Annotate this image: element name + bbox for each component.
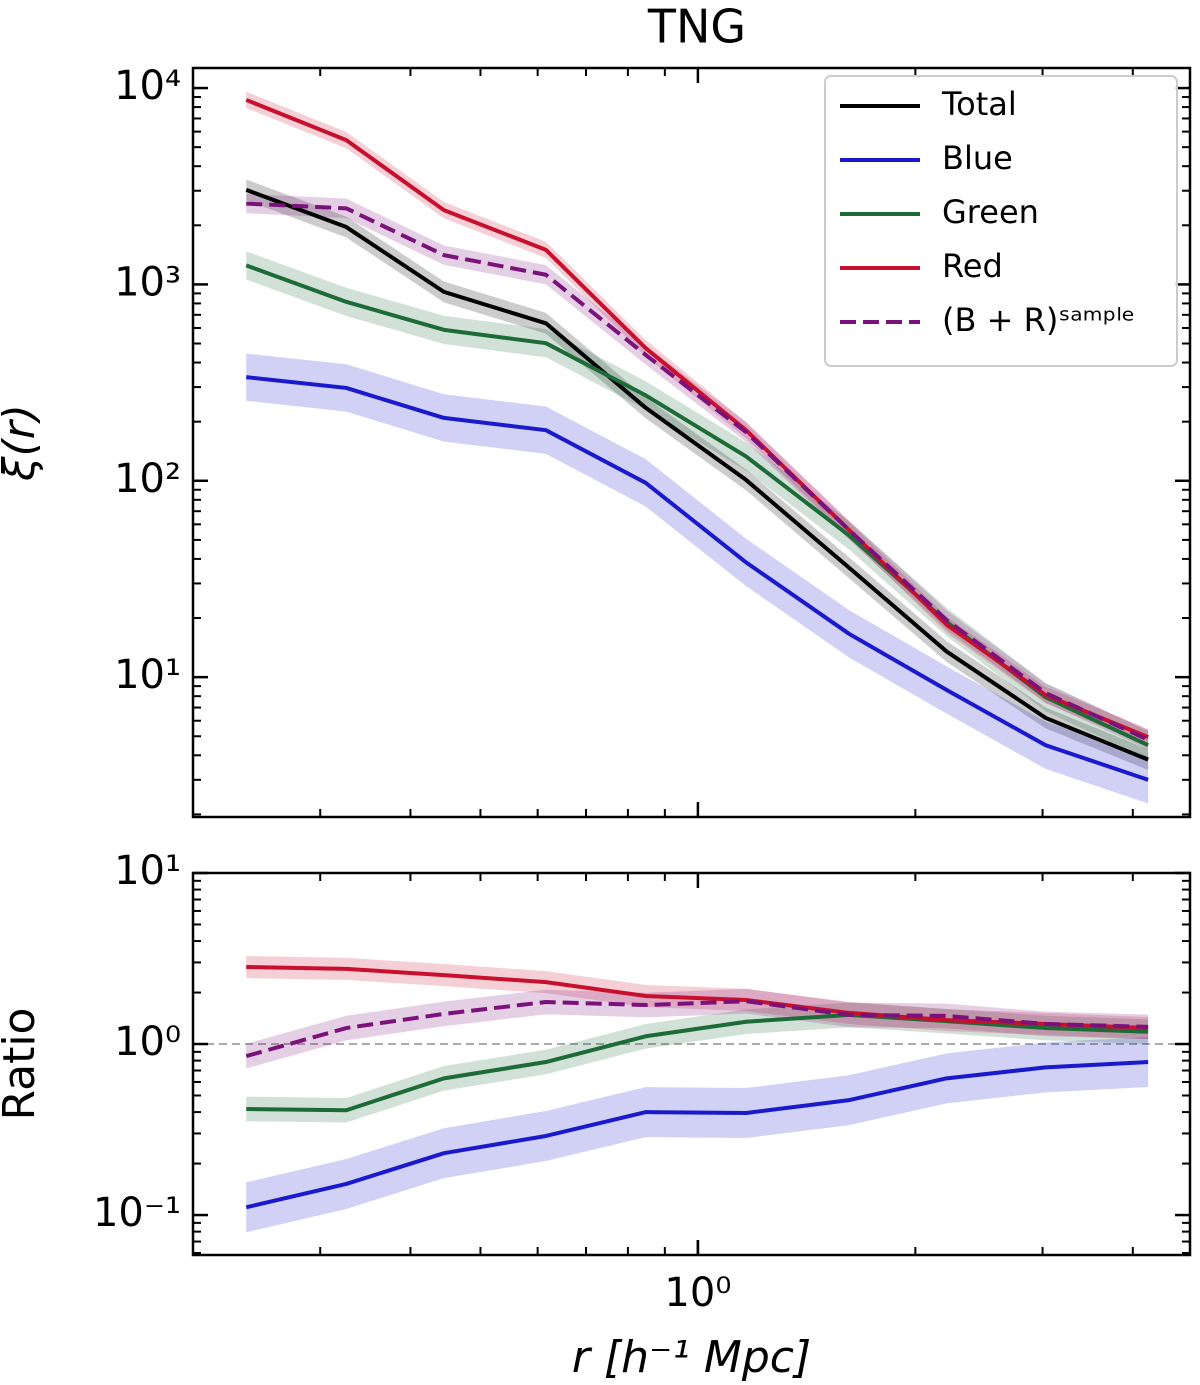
plot-area xyxy=(193,955,1190,1233)
series-line xyxy=(246,201,1149,742)
series-line xyxy=(246,1012,1149,1113)
series-line xyxy=(245,187,1149,762)
axes-frame xyxy=(191,66,1192,819)
legend-label: (B + R)ˢᵃᵐᵖˡᵉ xyxy=(942,301,1135,339)
error-band xyxy=(246,179,1149,771)
y-tick-label: 10⁴ xyxy=(114,63,181,109)
y-axis-label: ξ(r) xyxy=(0,404,45,482)
error-band xyxy=(246,353,1149,804)
x-tick-label: 10⁰ xyxy=(664,1270,731,1316)
series-line xyxy=(245,98,1149,739)
y-tick-label: 10¹ xyxy=(114,652,181,698)
axes-frame xyxy=(191,871,1192,1257)
y-tick-label: 10¹ xyxy=(114,848,181,894)
series-line xyxy=(246,965,1149,1031)
plot-area xyxy=(245,91,1149,804)
legend-label: Total xyxy=(941,85,1017,123)
series-line xyxy=(245,1060,1149,1210)
x-axis-label: r [h⁻¹ Mpc] xyxy=(572,1332,811,1383)
y-tick-label: 10⁰ xyxy=(114,1019,181,1065)
legend-label: Blue xyxy=(942,139,1013,177)
y-tick-label: 10⁻¹ xyxy=(93,1190,181,1236)
legend-label: Red xyxy=(942,247,1003,285)
error-band xyxy=(246,193,1149,750)
y-axis-label: Ratio xyxy=(0,1008,45,1121)
y-tick-label: 10² xyxy=(114,456,181,502)
legend-label: Green xyxy=(942,193,1039,231)
chart-title: TNG xyxy=(647,0,746,54)
y-tick-label: 10³ xyxy=(114,259,181,305)
error-band xyxy=(246,1037,1149,1233)
series-line xyxy=(245,999,1149,1059)
error-band xyxy=(246,251,1149,760)
series-line xyxy=(246,375,1149,782)
legend-box xyxy=(824,75,1178,367)
